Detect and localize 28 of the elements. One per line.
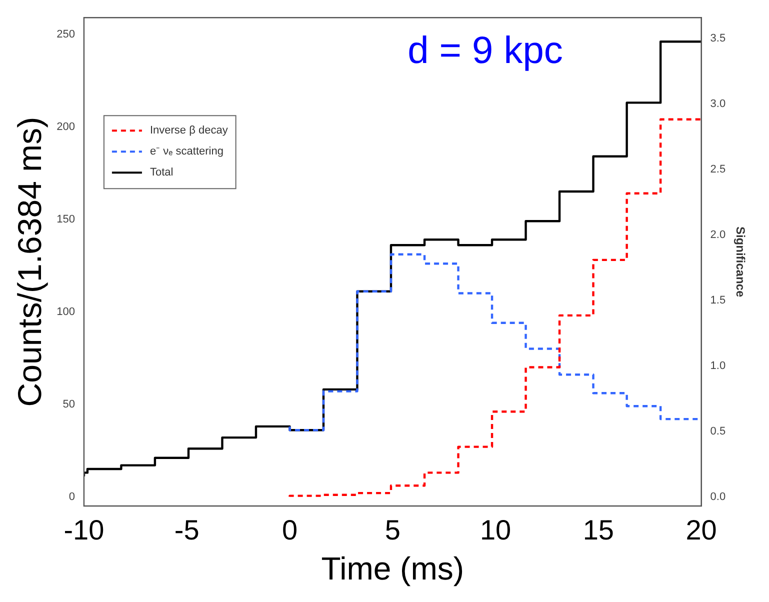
y-tick-label: 50 bbox=[62, 398, 75, 410]
y-tick-label: 150 bbox=[56, 213, 75, 226]
y2-tick-label: 0.0 bbox=[710, 490, 726, 503]
y2-tick-label: 2.0 bbox=[710, 228, 726, 241]
x-axis-title: Time (ms) bbox=[321, 550, 464, 587]
x-tick-label: -10 bbox=[64, 514, 104, 546]
y-tick-label: 250 bbox=[56, 28, 75, 40]
annotation: d = 9 kpc bbox=[408, 30, 563, 72]
y-tick-label: 100 bbox=[56, 306, 75, 318]
legend-label: Inverse β decay bbox=[150, 124, 228, 137]
y2-tick-label: 1.0 bbox=[710, 360, 726, 372]
y-axis-title: Counts/(1.6384 ms) bbox=[10, 116, 48, 407]
y2-axis-title: Significance bbox=[733, 226, 748, 298]
y2-tick-label: 2.5 bbox=[710, 164, 726, 176]
y-tick-label: 200 bbox=[56, 120, 75, 133]
legend-label: e⁻ νₑ scattering bbox=[150, 146, 224, 158]
x-tick-label: -5 bbox=[174, 514, 200, 546]
legend-label: Total bbox=[150, 166, 174, 179]
x-tick-label: 20 bbox=[686, 514, 717, 546]
x-tick-label: 10 bbox=[480, 514, 512, 546]
x-tick-label: 5 bbox=[384, 514, 400, 546]
x-tick-label: 15 bbox=[582, 514, 614, 546]
y2-tick-label: 1.5 bbox=[710, 294, 726, 306]
y2-tick-label: 3.0 bbox=[710, 98, 726, 110]
y-tick-label: 0 bbox=[68, 490, 75, 503]
y2-tick-label: 0.5 bbox=[710, 425, 726, 438]
y2-tick-label: 3.5 bbox=[710, 32, 726, 45]
x-tick-label: 0 bbox=[282, 514, 298, 546]
